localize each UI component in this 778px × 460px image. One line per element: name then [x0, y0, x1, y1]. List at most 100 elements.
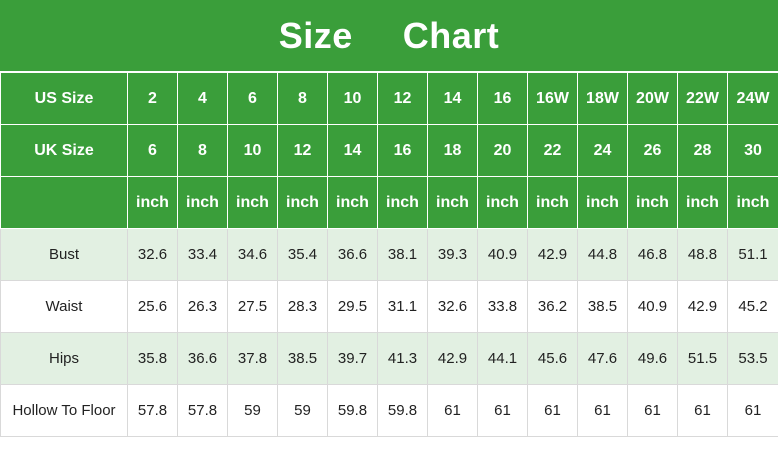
- measurement-value: 38.5: [577, 280, 628, 333]
- header-cell: 2: [127, 72, 178, 125]
- header-cell: 20W: [627, 72, 678, 125]
- header-cell: 8: [277, 72, 328, 125]
- measurement-value: 44.8: [577, 228, 628, 281]
- measurement-value: 41.3: [377, 332, 428, 385]
- measurement-value: 31.1: [377, 280, 428, 333]
- measurement-value: 37.8: [227, 332, 278, 385]
- measurement-value: 36.2: [527, 280, 578, 333]
- header-cell: inch: [227, 176, 278, 229]
- measurement-value: 49.6: [627, 332, 678, 385]
- measurement-value: 32.6: [427, 280, 478, 333]
- measurement-value: 51.5: [677, 332, 728, 385]
- measurement-value: 59.8: [327, 384, 378, 437]
- header-cell: 12: [377, 72, 428, 125]
- measurement-row: Hips 35.8 36.6 37.8 38.5 39.7 41.3 42.9 44.1 45.6…: [0, 332, 778, 385]
- header-cell: inch: [427, 176, 478, 229]
- measurement-value: 38.5: [277, 332, 328, 385]
- measurement-value: 57.8: [177, 384, 228, 437]
- measurement-value: 61: [627, 384, 678, 437]
- measurement-value: 40.9: [477, 228, 528, 281]
- header-cell: inch: [177, 176, 228, 229]
- measurement-value: 29.5: [327, 280, 378, 333]
- measurement-value: 59: [227, 384, 278, 437]
- header-cell: inch: [627, 176, 678, 229]
- header-cell: 12: [277, 124, 328, 177]
- measurement-value: 32.6: [127, 228, 178, 281]
- measurement-label: Hollow To Floor: [0, 384, 128, 437]
- header-cell: 22W: [677, 72, 728, 125]
- measurement-value: 40.9: [627, 280, 678, 333]
- header-cell: inch: [127, 176, 178, 229]
- measurement-value: 35.4: [277, 228, 328, 281]
- header-cell: 30: [727, 124, 778, 177]
- measurement-label: Hips: [0, 332, 128, 385]
- chart-title: Size Chart: [0, 0, 778, 72]
- measurement-row: Hollow To Floor 57.8 57.8 59 59 59.8 59.8 61 61 6…: [0, 384, 778, 437]
- measurement-value: 44.1: [477, 332, 528, 385]
- row-label: UK Size: [0, 124, 128, 177]
- measurement-value: 48.8: [677, 228, 728, 281]
- measurement-value: 36.6: [177, 332, 228, 385]
- header-cell: 26: [627, 124, 678, 177]
- header-cell: inch: [327, 176, 378, 229]
- measurement-value: 42.9: [427, 332, 478, 385]
- header-cell: 6: [127, 124, 178, 177]
- header-cell: 14: [427, 72, 478, 125]
- measurement-label: Bust: [0, 228, 128, 281]
- measurement-value: 59.8: [377, 384, 428, 437]
- header-cell: 20: [477, 124, 528, 177]
- measurement-value: 51.1: [727, 228, 778, 281]
- measurement-value: 46.8: [627, 228, 678, 281]
- measurement-value: 53.5: [727, 332, 778, 385]
- header-cell: 4: [177, 72, 228, 125]
- measurement-value: 42.9: [677, 280, 728, 333]
- measurement-value: 61: [427, 384, 478, 437]
- header-cell: 18W: [577, 72, 628, 125]
- header-cell: 14: [327, 124, 378, 177]
- us-size-row: US Size 2 4 6 8 10 12 14 16 16W 18W 20W 22W 24W: [0, 72, 778, 125]
- row-label: [0, 176, 128, 229]
- measurement-label: Waist: [0, 280, 128, 333]
- measurement-value: 33.8: [477, 280, 528, 333]
- uk-size-row: UK Size 6 8 10 12 14 16 18 20 22 24 26 28 30: [0, 124, 778, 177]
- header-cell: inch: [477, 176, 528, 229]
- header-cell: 24W: [727, 72, 778, 125]
- measurement-value: 33.4: [177, 228, 228, 281]
- measurement-row: Bust 32.6 33.4 34.6 35.4 36.6 38.1 39.3 40.9 42.9…: [0, 228, 778, 281]
- header-cell: 8: [177, 124, 228, 177]
- measurement-value: 45.2: [727, 280, 778, 333]
- header-cell: 10: [327, 72, 378, 125]
- measurement-value: 61: [477, 384, 528, 437]
- measurement-value: 35.8: [127, 332, 178, 385]
- header-cell: 10: [227, 124, 278, 177]
- header-cell: 18: [427, 124, 478, 177]
- measurement-value: 42.9: [527, 228, 578, 281]
- header-cell: 22: [527, 124, 578, 177]
- measurement-value: 61: [677, 384, 728, 437]
- row-label: US Size: [0, 72, 128, 125]
- measurement-value: 57.8: [127, 384, 178, 437]
- measurement-row: Waist 25.6 26.3 27.5 28.3 29.5 31.1 32.6 33.8 36.…: [0, 280, 778, 333]
- header-cell: inch: [577, 176, 628, 229]
- header-cell: inch: [527, 176, 578, 229]
- unit-row: inch inch inch inch inch inch inch inch inch inch…: [0, 176, 778, 229]
- measurement-value: 39.3: [427, 228, 478, 281]
- measurement-value: 25.6: [127, 280, 178, 333]
- header-cell: 6: [227, 72, 278, 125]
- measurement-value: 27.5: [227, 280, 278, 333]
- measurement-value: 34.6: [227, 228, 278, 281]
- measurement-value: 45.6: [527, 332, 578, 385]
- title-word-size: Size: [278, 14, 353, 56]
- measurement-value: 38.1: [377, 228, 428, 281]
- measurement-value: 39.7: [327, 332, 378, 385]
- header-cell: 16: [377, 124, 428, 177]
- header-cell: inch: [377, 176, 428, 229]
- measurement-value: 61: [727, 384, 778, 437]
- title-word-chart: Chart: [402, 14, 500, 56]
- header-cell: inch: [677, 176, 728, 229]
- measurement-value: 47.6: [577, 332, 628, 385]
- header-cell: 16: [477, 72, 528, 125]
- size-table: US Size 2 4 6 8 10 12 14 16 16W 18W 20W 22W 24W UK Siz…: [0, 72, 778, 437]
- measurement-value: 61: [577, 384, 628, 437]
